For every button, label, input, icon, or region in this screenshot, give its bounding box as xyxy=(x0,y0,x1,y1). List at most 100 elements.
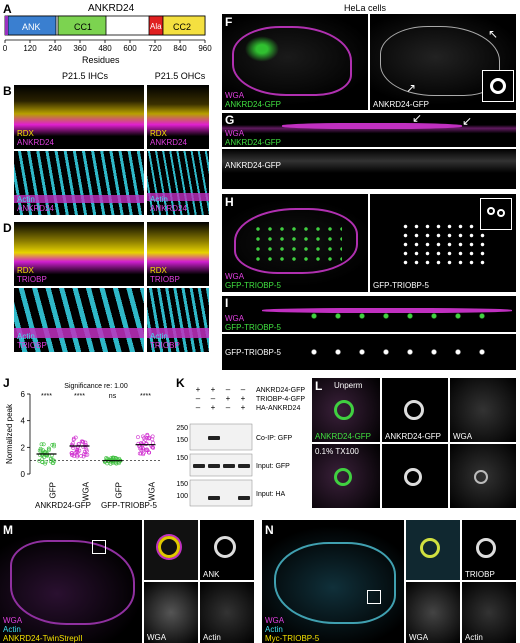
label-triobp: TRIOBP xyxy=(17,341,47,350)
significance-label: **** xyxy=(140,393,151,400)
label-gfp-triobp-5: GFP-TRIOBP-5 xyxy=(373,281,430,290)
data-point xyxy=(75,453,80,458)
data-point xyxy=(109,456,114,460)
sample-mark: – xyxy=(196,394,201,403)
label-wga: WGA xyxy=(265,616,285,625)
mw-marker: 150 xyxy=(176,437,188,444)
data-point xyxy=(144,447,149,452)
data-point xyxy=(38,446,43,451)
panel-l-r1c3: WGA xyxy=(450,378,516,442)
inset-box xyxy=(367,590,381,604)
panel-h-right: GFP-TRIOBP-5 xyxy=(370,194,516,292)
data-point xyxy=(84,443,88,448)
label-ank: ANK xyxy=(203,570,220,579)
label-wga: WGA xyxy=(409,633,429,642)
sample-mark: – xyxy=(226,385,231,394)
header-ihc: P21.5 IHCs xyxy=(61,71,109,81)
significance-label: ns xyxy=(109,393,117,400)
panel-l-r2c2 xyxy=(382,444,448,508)
data-point xyxy=(108,461,113,466)
data-point xyxy=(50,442,55,447)
category-label: GFP xyxy=(115,482,124,498)
sample-mark: – xyxy=(196,403,201,412)
panel-c-top: RDX ANKRD24 xyxy=(147,85,209,149)
inset-box xyxy=(482,70,514,102)
panel-m-letter: M xyxy=(3,523,13,537)
blot-band xyxy=(208,464,220,468)
panel-m-inset-wga: WGA xyxy=(144,582,198,643)
label-ankrd24: ANKRD24 xyxy=(150,138,187,147)
label-actin: Actin xyxy=(265,625,283,634)
label-unperm: Unperm xyxy=(334,381,363,390)
significance-label: **** xyxy=(41,393,52,400)
sample-mark: + xyxy=(241,403,246,412)
inset-box xyxy=(480,198,512,230)
panel-j-letter: J xyxy=(3,376,10,390)
group-label: ANKRD24-GFP xyxy=(35,501,91,510)
label-actin: Actin xyxy=(465,633,483,642)
category-label: GFP xyxy=(49,482,58,498)
domain-ala-label: Ala xyxy=(150,22,162,31)
data-point xyxy=(104,456,109,460)
blot-band xyxy=(238,496,250,500)
label-tx100: 0.1% TX100 xyxy=(315,447,359,456)
axis-tick-label: 360 xyxy=(73,44,87,53)
data-point xyxy=(83,440,88,445)
panel-k-letter: K xyxy=(176,376,185,390)
category-label: WGA xyxy=(82,481,91,501)
axis-tick-label: 120 xyxy=(23,44,37,53)
data-point xyxy=(150,434,155,439)
data-point xyxy=(83,445,88,449)
axis-tick-labels: 0 120 240 360 480 600 720 840 960 xyxy=(0,44,215,54)
panel-e-bottom: Actin TRIOBP xyxy=(147,288,209,352)
label-actin: Actin xyxy=(203,633,221,642)
label-rdx: RDX xyxy=(150,129,167,138)
blot-box xyxy=(189,423,253,451)
data-point xyxy=(141,452,146,457)
data-point xyxy=(150,437,155,442)
data-point xyxy=(41,442,46,447)
label-ankrd24-gfp: ANKRD24-GFP xyxy=(373,100,430,109)
sample-mark: + xyxy=(211,403,216,412)
group-label: GFP-TRIOBP-5 xyxy=(101,501,158,510)
panel-e-top: RDX TRIOBP xyxy=(147,222,209,286)
axis-tick-label: 840 xyxy=(173,44,187,53)
protein-domain-diagram xyxy=(4,15,206,43)
blot-label: Input: HA xyxy=(256,491,286,498)
data-point xyxy=(50,457,55,462)
label-wga: WGA xyxy=(225,314,245,323)
sample-mark: – xyxy=(211,394,216,403)
label-wga: WGA xyxy=(225,91,245,100)
label-gfp-triobp-5: GFP-TRIOBP-5 xyxy=(225,281,282,290)
label-wga: WGA xyxy=(3,616,23,625)
data-point xyxy=(51,461,56,465)
panel-i-top: I WGA GFP-TRIOBP-5 xyxy=(222,296,516,332)
panel-d-top: RDX TRIOBP xyxy=(14,222,144,286)
label-ankrd24-gfp: ANKRD24-GFP xyxy=(315,432,372,441)
sample-label: TRIOBP-4-GFP xyxy=(256,396,305,403)
header-ohc: P21.5 OHCs xyxy=(154,71,206,81)
data-point xyxy=(79,454,84,458)
panel-f-right: ↖ ↗ ANKRD24-GFP xyxy=(370,14,516,110)
panel-d-bottom: Actin TRIOBP xyxy=(14,288,144,352)
data-point xyxy=(39,442,44,447)
data-point xyxy=(70,452,75,457)
label-ankrd24-gfp: ANKRD24-GFP xyxy=(385,432,442,441)
panel-i-letter: I xyxy=(225,296,229,310)
label-wga: WGA xyxy=(225,272,245,281)
data-point xyxy=(146,450,151,455)
data-point xyxy=(46,446,51,451)
data-point xyxy=(143,448,148,453)
data-point xyxy=(79,439,84,444)
axis-tick-label: 960 xyxy=(198,44,212,53)
chart-title: Significance re: 1.00 xyxy=(64,383,128,390)
axis-tick-label: 0 xyxy=(2,44,8,53)
data-point xyxy=(83,453,88,457)
panel-m-inset-actin: Actin xyxy=(200,582,254,643)
label-ankrd24: ANKRD24 xyxy=(17,138,54,147)
axis-tick-label: 600 xyxy=(123,44,137,53)
panel-l-r1c2: ANKRD24-GFP xyxy=(382,378,448,442)
arrow-icon: ↖ xyxy=(488,27,499,41)
panel-b-top: RDX ANKRD24 xyxy=(14,85,144,149)
data-point xyxy=(103,459,107,464)
